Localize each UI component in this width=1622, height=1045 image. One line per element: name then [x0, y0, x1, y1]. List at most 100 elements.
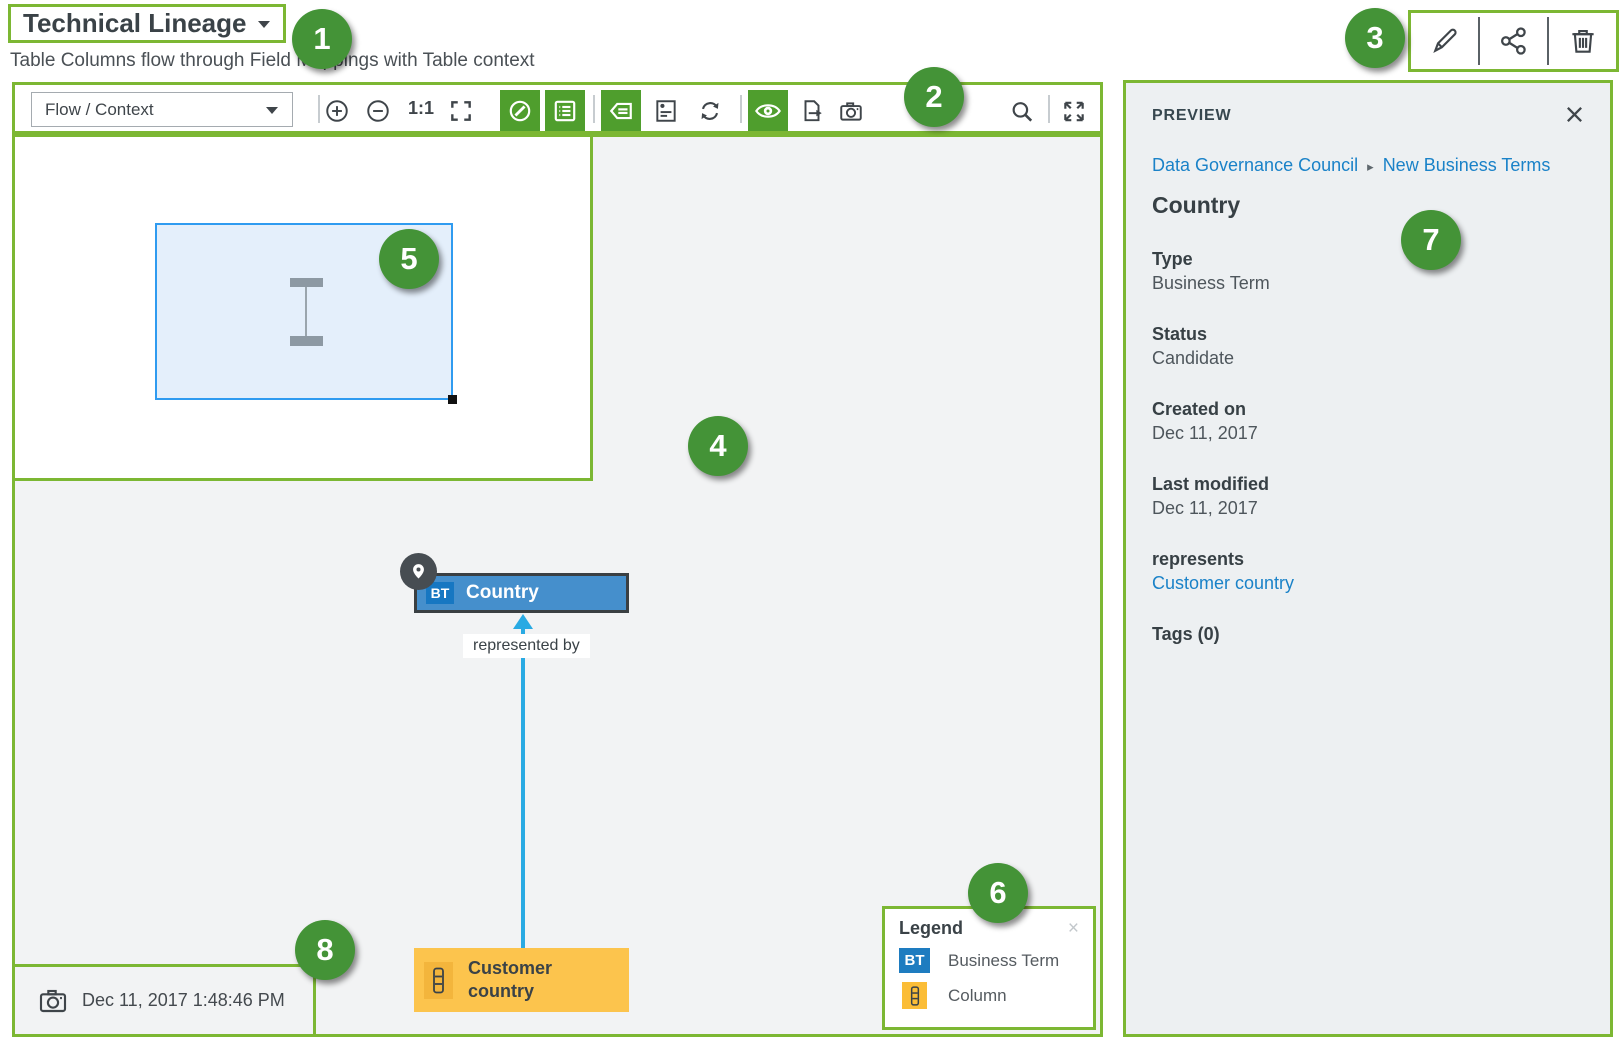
node-column-customer-country[interactable]: Customer country	[414, 948, 629, 1012]
breadcrumb-separator-icon: ▸	[1367, 159, 1374, 174]
field-label: Type	[1152, 249, 1193, 270]
edit-button[interactable]	[1411, 13, 1478, 69]
mini-node	[290, 336, 323, 346]
field-tags: Tags (0)	[1152, 624, 1584, 645]
page-title-box[interactable]: Technical Lineage	[8, 4, 286, 43]
resize-handle[interactable]	[448, 395, 457, 404]
callout-badge-1: 1	[292, 9, 352, 69]
tag-icon	[609, 102, 632, 119]
asset-card-button[interactable]	[653, 98, 679, 124]
asset-card-icon	[656, 100, 676, 122]
legend-close-icon[interactable]: ×	[1067, 918, 1079, 939]
edge-arrowhead	[513, 614, 533, 629]
field-value: Dec 11, 2017	[1152, 423, 1258, 444]
snapshot-timestamp-box: Dec 11, 2017 1:48:46 PM	[12, 964, 316, 1037]
compass-icon	[509, 100, 531, 121]
field-created-on: Created on Dec 11, 2017	[1152, 399, 1584, 444]
callout-badge-6: 6	[968, 863, 1028, 923]
tags-toggle-button[interactable]	[601, 90, 641, 131]
field-last-modified: Last modified Dec 11, 2017	[1152, 474, 1584, 519]
breadcrumb-link-community[interactable]: Data Governance Council	[1152, 155, 1359, 175]
field-label: Last modified	[1152, 474, 1270, 495]
view-selector-dropdown[interactable]: Flow / Context	[31, 92, 293, 127]
export-icon	[804, 100, 822, 122]
column-type-badge	[424, 961, 453, 999]
search-icon	[1012, 101, 1033, 122]
legend-item-column: Column	[899, 982, 1079, 1009]
actions-divider	[1547, 17, 1549, 65]
chevron-down-icon	[265, 105, 279, 115]
legend-item-label: Column	[948, 985, 1007, 1005]
fullscreen-icon	[1064, 101, 1084, 121]
share-button[interactable]	[1480, 13, 1547, 69]
export-button[interactable]	[799, 98, 825, 124]
mini-edge	[305, 287, 307, 337]
field-represents: represents Customer country	[1152, 549, 1584, 594]
toolbar-divider	[1048, 95, 1050, 123]
actual-size-button[interactable]: 1:1	[408, 98, 435, 118]
camera-icon	[840, 101, 862, 121]
zoom-in-button[interactable]	[324, 98, 350, 124]
field-label: represents	[1152, 549, 1245, 570]
page-title: Technical Lineage	[23, 8, 247, 38]
pencil-icon	[1430, 26, 1460, 56]
list-icon	[554, 100, 576, 121]
field-value: Candidate	[1152, 348, 1235, 369]
business-term-badge: BT	[899, 948, 930, 973]
preview-header: PREVIEW	[1152, 107, 1232, 124]
mini-node	[290, 278, 323, 287]
overview-inset	[15, 137, 593, 481]
callout-badge-4: 4	[688, 416, 748, 476]
close-icon[interactable]	[1565, 105, 1584, 124]
toolbar-divider	[318, 95, 320, 123]
chevron-down-icon	[257, 19, 271, 29]
zoom-out-icon	[367, 100, 389, 122]
delete-button[interactable]	[1549, 13, 1616, 69]
node-business-term-country[interactable]: BT Country	[414, 573, 629, 613]
snapshot-timestamp: Dec 11, 2017 1:48:46 PM	[82, 990, 285, 1010]
legend-item-label: Business Term	[948, 950, 1060, 970]
refresh-icon	[701, 102, 719, 120]
preview-panel: PREVIEW Data Governance Council ▸ New Bu…	[1123, 80, 1613, 1037]
callout-badge-7: 7	[1401, 210, 1461, 270]
column-icon	[433, 967, 444, 993]
node-list-toggle-button[interactable]	[545, 90, 585, 131]
field-label: Status	[1152, 324, 1208, 345]
camera-icon	[37, 985, 69, 1017]
edge-represented-by[interactable]	[521, 623, 525, 949]
callout-badge-8: 8	[295, 920, 355, 980]
asset-title: Country	[1152, 192, 1241, 219]
visibility-toggle-button[interactable]	[748, 90, 788, 131]
fit-to-screen-button[interactable]	[448, 98, 474, 124]
actions-divider	[1478, 17, 1480, 65]
breadcrumb: Data Governance Council ▸ New Business T…	[1152, 152, 1552, 178]
snapshot-camera-button[interactable]	[838, 98, 864, 124]
column-badge	[902, 982, 927, 1009]
eye-icon	[755, 103, 781, 118]
compass-toggle-button[interactable]	[500, 90, 540, 131]
toolbar-divider	[593, 95, 595, 123]
represents-link[interactable]: Customer country	[1152, 573, 1295, 594]
view-selector-value: Flow / Context	[45, 99, 154, 119]
share-icon	[1499, 26, 1529, 56]
callout-badge-2: 2	[904, 67, 964, 127]
fullscreen-button[interactable]	[1061, 98, 1087, 124]
fit-to-screen-icon	[451, 101, 471, 121]
legend-item-business-term: BT Business Term	[899, 948, 1079, 973]
column-icon	[910, 985, 919, 1006]
trash-icon	[1568, 26, 1598, 56]
zoom-in-icon	[326, 100, 348, 122]
lineage-canvas[interactable]: BT Country represented by Customer count…	[12, 134, 1103, 1037]
search-button[interactable]	[1009, 98, 1035, 124]
field-value: Dec 11, 2017	[1152, 498, 1258, 519]
callout-badge-3: 3	[1345, 8, 1405, 68]
zoom-out-button[interactable]	[365, 98, 391, 124]
toolbar-divider	[740, 95, 742, 123]
node-label: Customer country	[468, 957, 553, 1001]
field-label: Tags (0)	[1152, 624, 1220, 645]
refresh-button[interactable]	[697, 98, 723, 124]
asset-actions-toolbar	[1408, 10, 1619, 72]
lineage-toolbar: Flow / Context 1:1	[12, 82, 1103, 134]
legend-panel: Legend × BT Business Term Column	[882, 906, 1096, 1030]
breadcrumb-link-domain[interactable]: New Business Terms	[1382, 155, 1551, 175]
